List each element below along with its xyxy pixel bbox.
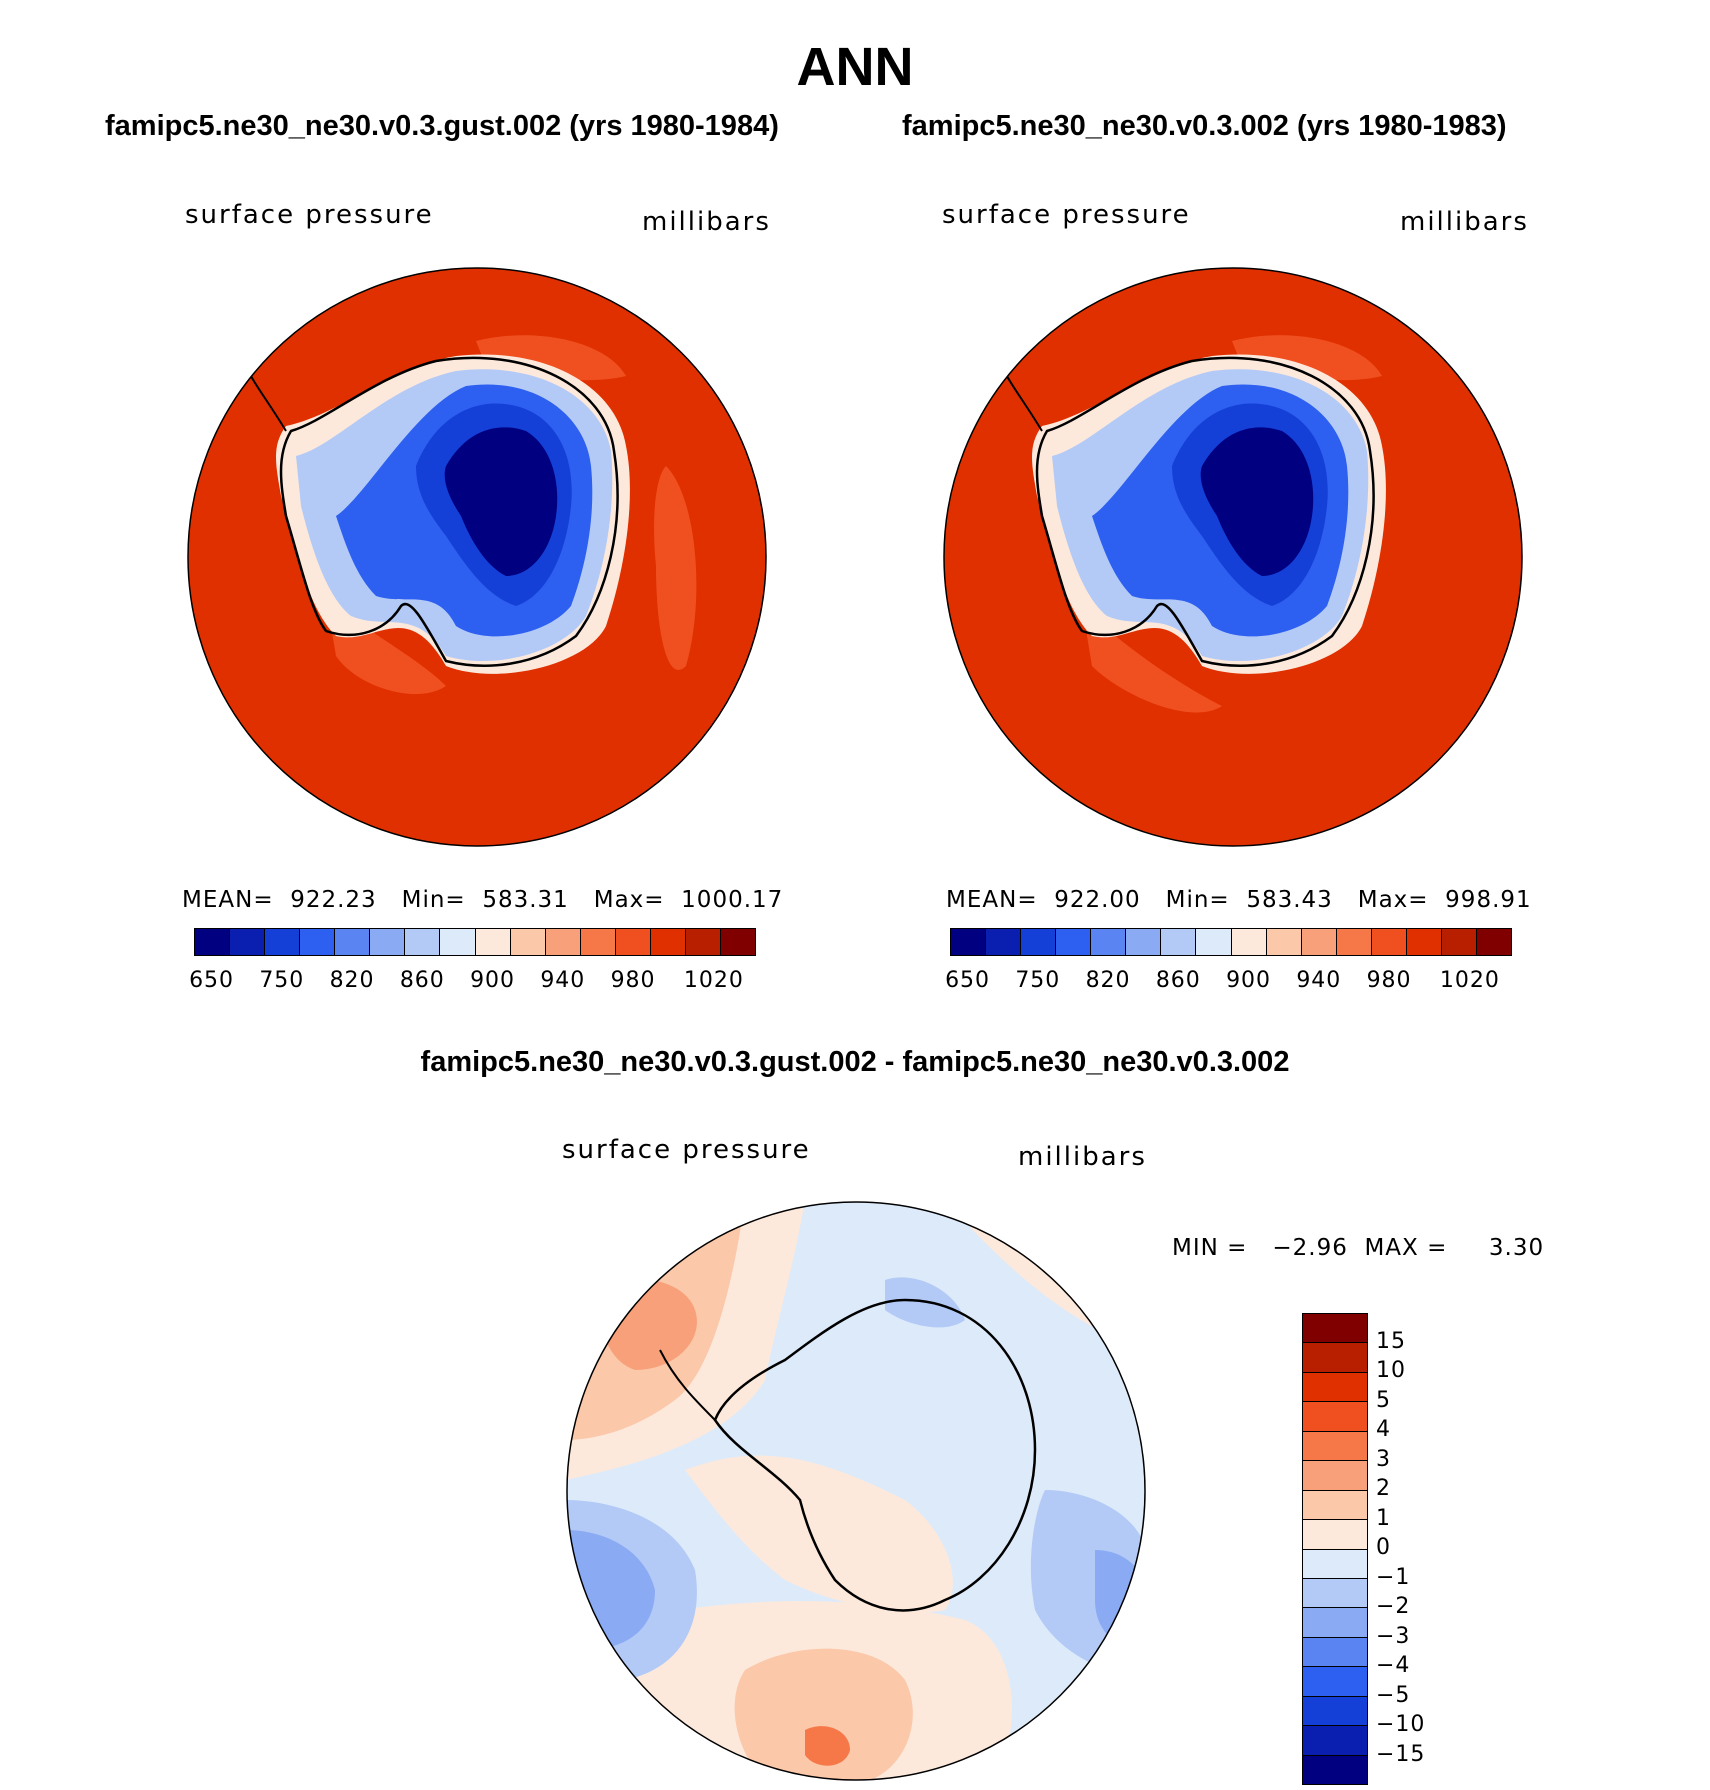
diff-panel-variable-label: surface pressure bbox=[562, 1135, 811, 1165]
colorbar-swatch bbox=[1091, 929, 1127, 955]
colorbar-swatch bbox=[475, 929, 511, 955]
panel-2-units-label: millibars bbox=[1400, 207, 1529, 237]
colorbar-tick-label: −3 bbox=[1376, 1623, 1411, 1649]
colorbar-tick-label: 860 bbox=[399, 968, 445, 993]
colorbar-tick-label: −15 bbox=[1376, 1741, 1426, 1767]
colorbar-swatch bbox=[1303, 1696, 1367, 1727]
panel-2-subtitle: famipc5.ne30_ne30.v0.3.002 (yrs 1980-198… bbox=[902, 110, 1507, 142]
colorbar-tick-label: −10 bbox=[1376, 1712, 1426, 1737]
colorbar-swatch bbox=[1301, 929, 1337, 955]
colorbar-swatch bbox=[1303, 1608, 1367, 1638]
colorbar-swatch bbox=[720, 929, 755, 955]
colorbar-swatch bbox=[1303, 1637, 1367, 1668]
colorbar-tick-label: 980 bbox=[1366, 968, 1412, 993]
colorbar-swatch bbox=[1303, 1490, 1367, 1521]
colorbar-tick-label: 10 bbox=[1376, 1358, 1406, 1383]
colorbar-swatch bbox=[1303, 1726, 1367, 1756]
colorbar-swatch bbox=[1161, 929, 1197, 955]
colorbar-swatch bbox=[1231, 929, 1267, 955]
panel-1-stats: MEAN= 922.23 Min= 583.31 Max= 1000.17 bbox=[182, 887, 784, 913]
colorbar-swatch bbox=[580, 929, 616, 955]
colorbar-swatch bbox=[1406, 929, 1442, 955]
colorbar-swatch bbox=[545, 929, 581, 955]
colorbar-tick-label: 750 bbox=[1015, 968, 1061, 993]
diff-panel-minmax: MIN = −2.96 MAX = 3.30 bbox=[1172, 1235, 1545, 1261]
colorbar-swatch bbox=[986, 929, 1022, 955]
panel-2-polar-map bbox=[943, 267, 1523, 847]
colorbar-swatch bbox=[370, 929, 406, 955]
panel-1-polar-map bbox=[187, 267, 767, 847]
colorbar-swatch bbox=[440, 929, 476, 955]
colorbar-swatch bbox=[1303, 1549, 1367, 1579]
panel-2-colorbar bbox=[950, 928, 1512, 956]
colorbar-tick-label: 15 bbox=[1376, 1328, 1406, 1354]
colorbar-tick-label: 940 bbox=[1296, 968, 1342, 993]
diff-panel-subtitle: famipc5.ne30_ne30.v0.3.gust.002 - famipc… bbox=[420, 1046, 1290, 1078]
colorbar-swatch bbox=[1196, 929, 1232, 955]
colorbar-tick-label: 1 bbox=[1376, 1505, 1391, 1531]
colorbar-tick-label: 4 bbox=[1376, 1417, 1391, 1442]
colorbar-tick-label: 860 bbox=[1155, 968, 1201, 993]
colorbar-tick-label: 650 bbox=[189, 968, 235, 993]
diff-polar-map bbox=[566, 1201, 1146, 1781]
colorbar-tick-label: 980 bbox=[610, 968, 656, 993]
panel-1-units-label: millibars bbox=[642, 207, 771, 237]
colorbar-swatch bbox=[1303, 1314, 1367, 1344]
page-title: ANN bbox=[796, 37, 914, 97]
colorbar-swatch bbox=[685, 929, 721, 955]
panel-1-variable-label: surface pressure bbox=[185, 200, 434, 230]
colorbar-swatch bbox=[1056, 929, 1092, 955]
colorbar-tick-label: −1 bbox=[1376, 1564, 1411, 1590]
colorbar-tick-label: 900 bbox=[1226, 968, 1272, 993]
colorbar-tick-label: 0 bbox=[1376, 1535, 1391, 1560]
colorbar-swatch bbox=[615, 929, 651, 955]
colorbar-swatch bbox=[1441, 929, 1477, 955]
panel-2-stats: MEAN= 922.00 Min= 583.43 Max= 998.91 bbox=[946, 887, 1532, 913]
colorbar-swatch bbox=[1303, 1461, 1367, 1491]
colorbar-swatch bbox=[265, 929, 301, 955]
colorbar-tick-label: 940 bbox=[540, 968, 586, 993]
colorbar-tick-label: 820 bbox=[1085, 968, 1131, 993]
panel-2-variable-label: surface pressure bbox=[942, 200, 1191, 230]
panel-1-subtitle: famipc5.ne30_ne30.v0.3.gust.002 (yrs 198… bbox=[105, 110, 779, 142]
colorbar-swatch bbox=[335, 929, 371, 955]
colorbar-swatch bbox=[230, 929, 266, 955]
colorbar-tick-label: 5 bbox=[1376, 1387, 1391, 1413]
colorbar-swatch bbox=[1303, 1431, 1367, 1462]
colorbar-swatch bbox=[1303, 1343, 1367, 1373]
colorbar-swatch bbox=[650, 929, 686, 955]
colorbar-tick-label: −4 bbox=[1376, 1653, 1411, 1678]
colorbar-tick-label: 2 bbox=[1376, 1476, 1391, 1501]
colorbar-swatch bbox=[1336, 929, 1372, 955]
colorbar-swatch bbox=[1303, 1667, 1367, 1697]
colorbar-tick-label: 820 bbox=[329, 968, 375, 993]
colorbar-tick-label: 1020 bbox=[1439, 968, 1500, 993]
colorbar-swatch bbox=[1266, 929, 1302, 955]
colorbar-tick-label: −2 bbox=[1376, 1594, 1411, 1619]
colorbar-swatch bbox=[1476, 929, 1511, 955]
colorbar-swatch bbox=[510, 929, 546, 955]
colorbar-swatch bbox=[1303, 1372, 1367, 1403]
panel-1-colorbar bbox=[194, 928, 756, 956]
colorbar-swatch bbox=[1303, 1402, 1367, 1432]
colorbar-tick-label: 3 bbox=[1376, 1446, 1391, 1472]
colorbar-swatch bbox=[951, 929, 987, 955]
diff-colorbar bbox=[1302, 1313, 1368, 1785]
colorbar-swatch bbox=[405, 929, 441, 955]
colorbar-tick-label: 900 bbox=[470, 968, 516, 993]
colorbar-tick-label: 650 bbox=[945, 968, 991, 993]
colorbar-swatch bbox=[1126, 929, 1162, 955]
colorbar-swatch bbox=[1021, 929, 1057, 955]
colorbar-tick-label: −5 bbox=[1376, 1682, 1411, 1708]
diff-panel-units-label: millibars bbox=[1018, 1142, 1147, 1172]
colorbar-tick-label: 750 bbox=[259, 968, 305, 993]
colorbar-swatch bbox=[1303, 1520, 1367, 1550]
colorbar-tick-label: 1020 bbox=[683, 968, 744, 993]
colorbar-swatch bbox=[1303, 1578, 1367, 1609]
colorbar-swatch bbox=[300, 929, 336, 955]
colorbar-swatch bbox=[195, 929, 231, 955]
colorbar-swatch bbox=[1371, 929, 1407, 955]
colorbar-swatch bbox=[1303, 1755, 1367, 1784]
